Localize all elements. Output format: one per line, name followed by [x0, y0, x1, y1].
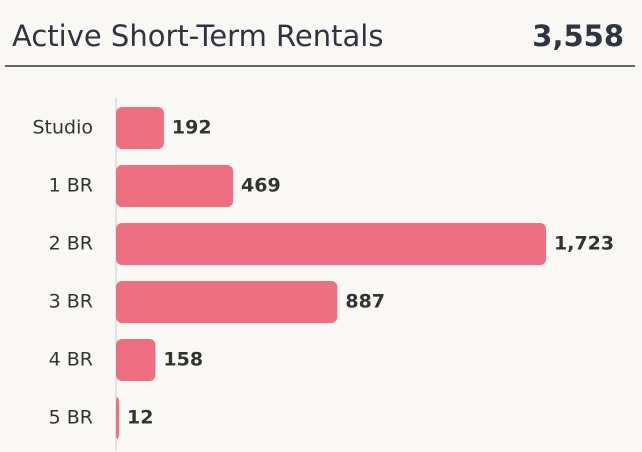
value-label: 192 — [172, 117, 212, 139]
bar — [116, 339, 156, 381]
total: 3,558 — [532, 19, 624, 53]
bar — [116, 397, 119, 439]
category-label: 4 BR — [49, 349, 93, 371]
value-label: 887 — [345, 291, 385, 313]
value-label: 1,723 — [554, 233, 614, 255]
category-label: 3 BR — [49, 291, 93, 313]
bar — [116, 165, 234, 207]
bar — [116, 223, 546, 265]
category-label: 2 BR — [49, 233, 93, 255]
category-label: 5 BR — [49, 407, 93, 429]
bar — [116, 281, 338, 323]
bar — [116, 107, 164, 149]
value-label: 469 — [241, 175, 281, 197]
value-label: 158 — [163, 349, 203, 371]
value-label: 12 — [127, 407, 153, 429]
category-label: 1 BR — [49, 175, 93, 197]
category-label: Studio — [32, 117, 93, 139]
chart-title: Active Short-Term Rentals — [12, 19, 383, 53]
